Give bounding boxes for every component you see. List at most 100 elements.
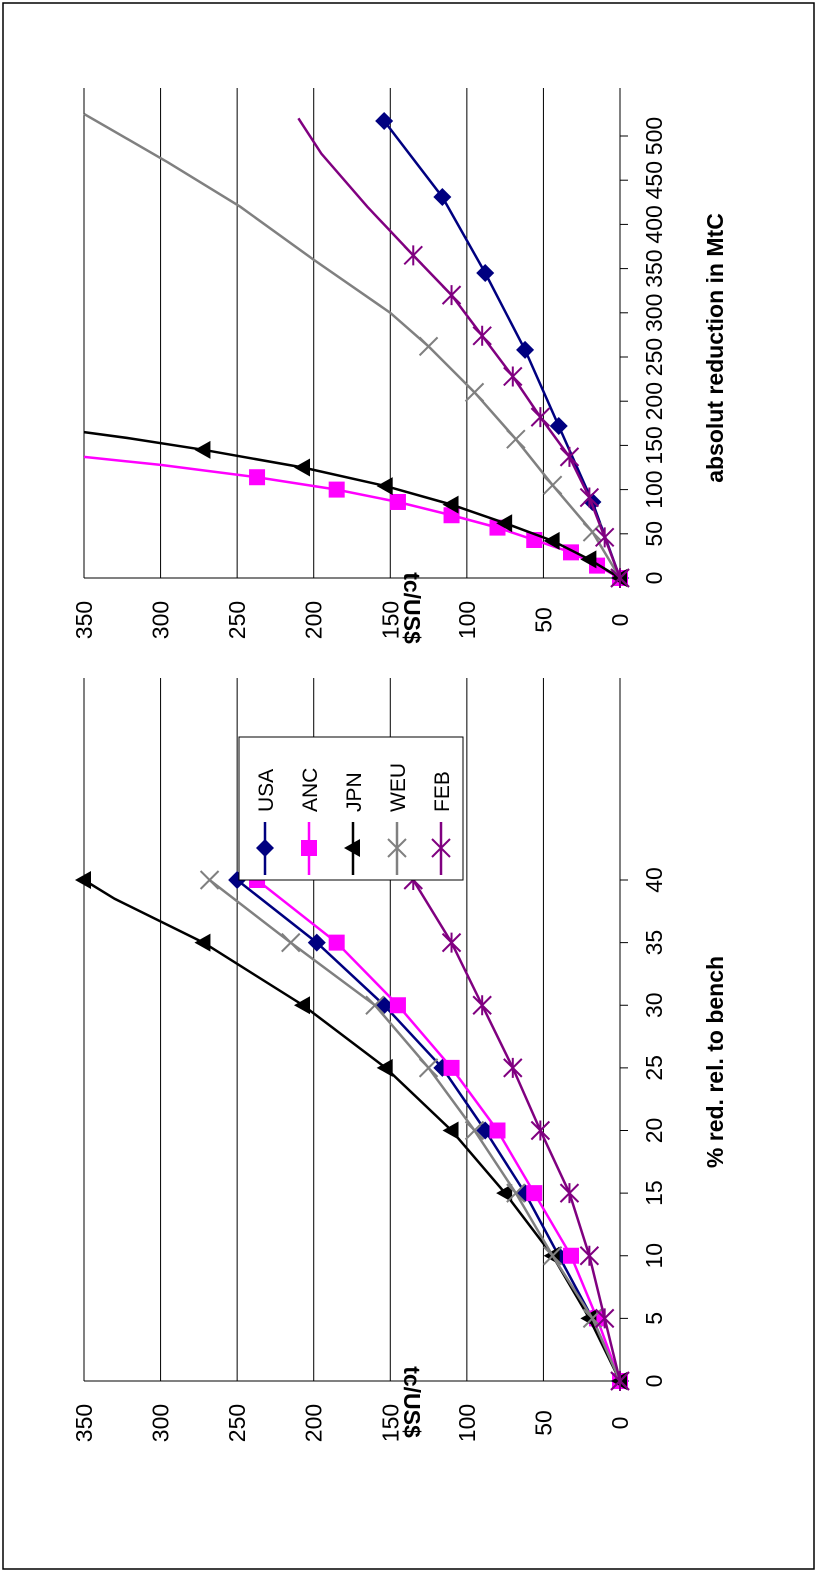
- x-tick-label: 150: [641, 426, 667, 464]
- marker-weu: [506, 429, 526, 449]
- marker-weu: [464, 1120, 485, 1141]
- y-tick-label: 50: [530, 1410, 556, 1436]
- x-tick-label: 450: [641, 161, 667, 199]
- marker-usa: [549, 416, 568, 435]
- marker-feb: [472, 325, 492, 346]
- chart2-gridlines: [83, 88, 628, 579]
- chart1-x-axis-title: % red. rel. to bench: [702, 956, 728, 1168]
- marker-weu: [281, 932, 301, 953]
- x-tick-label: 35: [641, 930, 667, 956]
- marker-feb: [441, 932, 462, 953]
- marker-anc: [249, 469, 266, 486]
- x-tick-label: 0: [641, 572, 667, 585]
- marker-feb: [530, 407, 551, 428]
- y-tick-label: 200: [301, 601, 327, 639]
- marker-feb: [559, 446, 580, 467]
- marker-jpn: [496, 1184, 513, 1203]
- marker-weu: [199, 870, 220, 890]
- marker-feb: [579, 487, 600, 508]
- marker-feb: [503, 366, 523, 387]
- marker-jpn: [442, 495, 459, 514]
- marker-jpn: [75, 871, 91, 889]
- x-tick-label: 250: [641, 338, 667, 376]
- legend-marker-jpn: [344, 839, 360, 857]
- x-tick-label: 5: [641, 1312, 667, 1325]
- marker-weu: [582, 522, 603, 542]
- marker-weu: [365, 995, 385, 1015]
- marker-anc: [562, 1247, 579, 1264]
- marker-weu: [542, 475, 563, 495]
- x-tick-label: 25: [641, 1055, 667, 1081]
- marker-jpn: [293, 458, 310, 477]
- chart2-x-axis-title: absolut reduction in MtC: [702, 213, 728, 483]
- marker-feb: [610, 1371, 630, 1391]
- marker-feb: [610, 568, 630, 588]
- legend-label-feb: FEB: [431, 771, 454, 812]
- y-tick-label: 150: [377, 601, 403, 639]
- series-line-jpn: [83, 430, 621, 580]
- marker-feb: [503, 1057, 523, 1078]
- legend-marker-usa: [256, 839, 274, 857]
- marker-weu: [418, 336, 439, 357]
- y-tick-label: 250: [224, 1404, 250, 1442]
- marker-jpn: [376, 1058, 393, 1077]
- marker-usa: [516, 340, 535, 359]
- marker-feb: [530, 1120, 551, 1141]
- x-tick-label: 30: [641, 992, 667, 1018]
- marker-anc: [328, 934, 345, 951]
- marker-jpn: [194, 933, 211, 952]
- chart2-tick-labels: 0 50 100 150 200 250 300 350 0 50 100 150 200 250 300 3…: [71, 117, 667, 639]
- x-tick-label: 400: [641, 205, 667, 243]
- x-tick-label: 200: [641, 382, 667, 420]
- legend-marker-anc: [301, 840, 317, 856]
- x-tick-label: 350: [641, 249, 667, 287]
- legend-label-anc: ANC: [299, 768, 322, 812]
- chart1-y-axis-title: tc/US$: [399, 1366, 425, 1438]
- marker-jpn: [580, 550, 597, 569]
- marker-feb: [441, 285, 462, 306]
- x-tick-label: 40: [641, 867, 667, 893]
- marker-weu: [464, 382, 485, 403]
- y-tick-label: 100: [454, 1404, 480, 1442]
- marker-weu: [542, 1246, 563, 1266]
- y-tick-label: 0: [607, 1417, 633, 1430]
- marker-jpn: [543, 531, 560, 550]
- marker-usa: [433, 187, 452, 206]
- marker-feb: [594, 527, 615, 548]
- x-tick-label: 50: [641, 521, 667, 547]
- x-tick-label: 100: [641, 470, 667, 508]
- marker-usa: [307, 933, 326, 952]
- legend-marker-weu: [387, 838, 407, 858]
- marker-anc: [443, 1059, 460, 1076]
- y-tick-label: 100: [454, 601, 480, 639]
- x-tick-label: 15: [641, 1180, 667, 1206]
- marker-anc: [526, 1185, 543, 1202]
- marker-jpn: [580, 1309, 597, 1328]
- marker-jpn: [194, 440, 211, 459]
- legend-marker-feb: [431, 838, 451, 858]
- chart2-series: [83, 111, 630, 588]
- legend: USA ANC JPN WEU FEB: [238, 736, 464, 881]
- y-tick-label: 300: [148, 1404, 174, 1442]
- y-tick-label: 300: [148, 601, 174, 639]
- x-tick-label: 300: [641, 294, 667, 332]
- chart1-tick-labels: 0 50 100 150 200 250 300 350 0 5 10 15 20 25 30 35 40: [71, 867, 667, 1442]
- chart-percent-reduction: 0 50 100 150 200 250 300 350 0 5 10 15 20 25 30 35 40 % …: [71, 678, 728, 1442]
- series-line-jpn: [83, 878, 622, 1382]
- marker-weu: [506, 1183, 526, 1203]
- chart-absolute-reduction: 0 50 100 150 200 250 300 350 0 50 100 150 200 250 300 3…: [71, 88, 728, 644]
- marker-anc: [489, 1122, 506, 1139]
- marker-jpn: [496, 514, 513, 533]
- series-line-feb: [297, 117, 622, 579]
- y-tick-label: 150: [377, 1404, 403, 1442]
- chart2-y-axis-title: tc/US$: [399, 572, 425, 644]
- y-tick-label: 350: [71, 1404, 97, 1442]
- x-tick-label: 500: [641, 117, 667, 155]
- marker-anc: [389, 997, 406, 1014]
- marker-anc: [328, 481, 345, 498]
- y-tick-label: 200: [301, 1404, 327, 1442]
- marker-feb: [403, 245, 423, 266]
- marker-jpn: [376, 477, 393, 496]
- y-tick-label: 0: [607, 614, 633, 627]
- marker-feb: [594, 1308, 615, 1329]
